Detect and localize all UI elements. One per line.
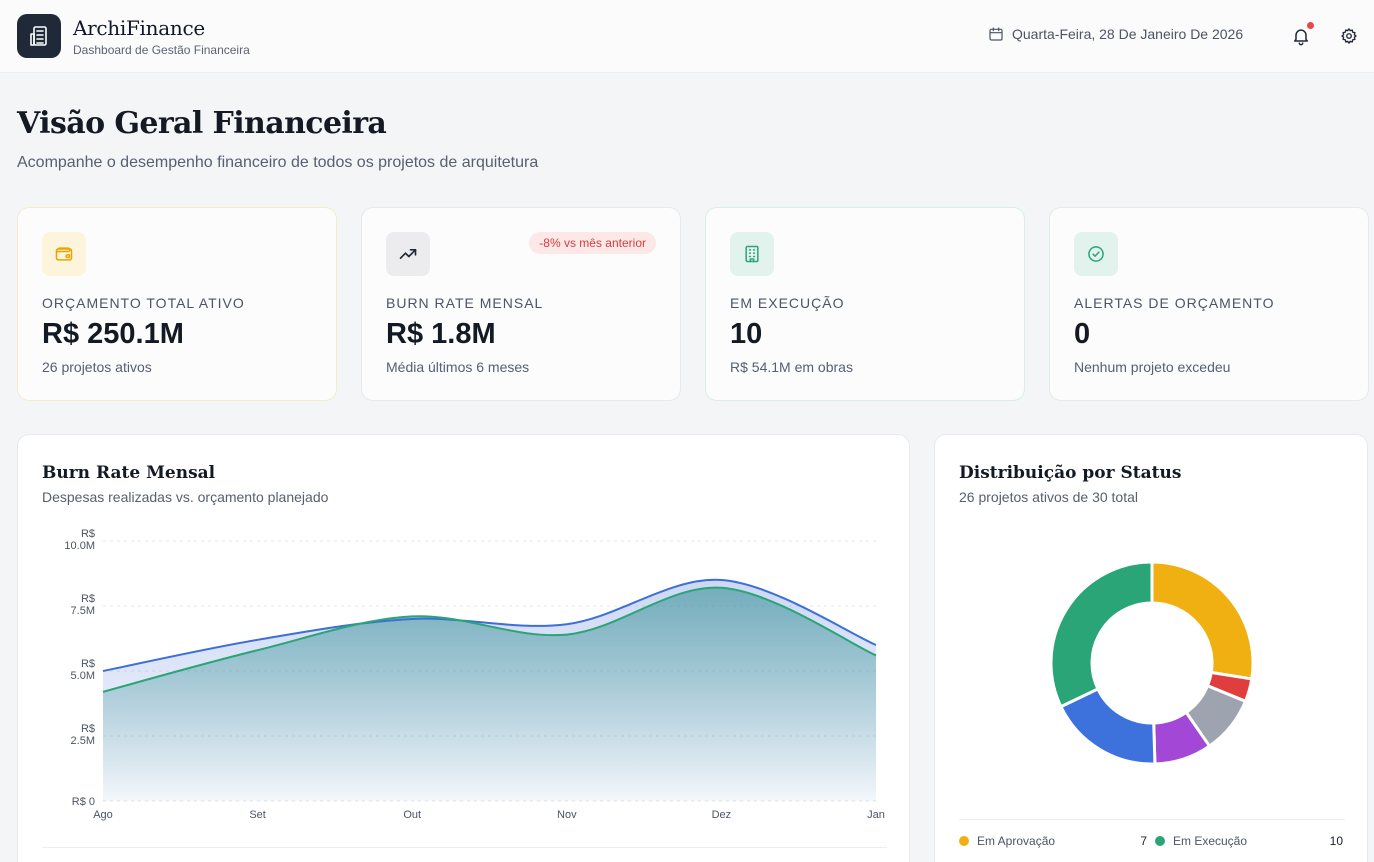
kpi-value: R$ 1.8M <box>386 318 496 350</box>
series-area-actual <box>103 587 876 801</box>
wallet-icon <box>42 232 86 276</box>
panel-subtitle: Despesas realizadas vs. orçamento planej… <box>42 489 329 505</box>
kpi-label: ORÇAMENTO TOTAL ATIVO <box>42 295 245 311</box>
y-tick-label: 2.5M <box>71 735 95 747</box>
kpi-value: 0 <box>1074 318 1091 350</box>
kpi-subtext: Nenhum projeto excedeu <box>1074 359 1231 375</box>
kpi-value: 10 <box>730 318 763 350</box>
x-tick-label: Jan <box>867 809 885 821</box>
series-line-planned <box>102 578 877 672</box>
app-subtitle: Dashboard de Gestão Financeira <box>73 43 250 57</box>
legend-item-execucao[interactable]: Em Execução 10 <box>1155 834 1343 848</box>
kpi-label: EM EXECUÇÃO <box>730 295 845 311</box>
check-circle-icon <box>1074 232 1118 276</box>
bell-icon[interactable] <box>1291 26 1311 46</box>
gear-icon[interactable] <box>1340 27 1358 45</box>
y-tick-label: 10.0M <box>64 540 95 552</box>
y-tick-label: 5.0M <box>71 670 95 682</box>
current-date: Quarta-Feira, 28 De Janeiro De 2026 <box>988 26 1243 42</box>
logo[interactable] <box>17 14 61 58</box>
y-tick-label: R$ 0 <box>72 796 95 808</box>
kpi-card-burn-rate[interactable]: -8% vs mês anterior BURN RATE MENSAL R$ … <box>361 207 681 401</box>
notification-dot <box>1307 22 1314 29</box>
change-badge: -8% vs mês anterior <box>529 232 656 254</box>
x-tick-label: Set <box>249 809 266 821</box>
panel-title: Distribuição por Status <box>959 463 1182 483</box>
x-tick-label: Nov <box>557 809 577 821</box>
page-subtitle: Acompanhe o desempenho financeiro de tod… <box>17 154 539 171</box>
trending-up-icon <box>386 232 430 276</box>
kpi-card-total-budget[interactable]: ORÇAMENTO TOTAL ATIVO R$ 250.1M 26 proje… <box>17 207 337 401</box>
panel-title: Burn Rate Mensal <box>42 463 216 483</box>
legend-label: Em Execução <box>1173 834 1248 848</box>
y-tick-label: R$ <box>81 528 95 540</box>
x-tick-label: Dez <box>712 809 732 821</box>
top-bar: ArchiFinance Dashboard de Gestão Finance… <box>0 0 1374 73</box>
kpi-subtext: Média últimos 6 meses <box>386 359 530 375</box>
legend-count: 10 <box>1329 834 1343 848</box>
panel-subtitle: 26 projetos ativos de 30 total <box>959 489 1139 505</box>
y-tick-label: 7.5M <box>71 605 95 617</box>
legend-count: 7 <box>1140 834 1147 848</box>
kpi-subtext: 26 projetos ativos <box>42 359 152 375</box>
kpi-label: ALERTAS DE ORÇAMENTO <box>1074 295 1275 311</box>
x-tick-label: Ago <box>93 809 113 821</box>
app-title: ArchiFinance <box>73 16 205 40</box>
donut-slice-0 <box>1150 560 1255 681</box>
legend-dot <box>959 836 969 846</box>
calendar-icon <box>989 27 1003 41</box>
kpi-card-budget-alerts[interactable]: ALERTAS DE ORÇAMENTO 0 Nenhum projeto ex… <box>1049 207 1369 401</box>
kpi-card-in-execution[interactable]: EM EXECUÇÃO 10 R$ 54.1M em obras <box>705 207 1025 401</box>
kpi-subtext: R$ 54.1M em obras <box>730 359 853 375</box>
status-panel: Distribuição por Status 26 projetos ativ… <box>934 434 1368 862</box>
kpi-label: BURN RATE MENSAL <box>386 295 544 311</box>
building-icon <box>30 26 47 46</box>
y-tick-label: R$ <box>81 723 95 735</box>
status-donut-chart[interactable] <box>935 435 1369 862</box>
building-icon <box>730 232 774 276</box>
y-tick-label: R$ <box>81 593 95 605</box>
divider <box>42 847 887 848</box>
burn-rate-panel: Burn Rate Mensal Despesas realizadas vs.… <box>17 434 910 862</box>
date-text: Quarta-Feira, 28 De Janeiro De 2026 <box>1012 26 1244 42</box>
y-tick-label: R$ <box>81 658 95 670</box>
legend-dot <box>1155 836 1165 846</box>
legend-label: Em Aprovação <box>977 834 1056 848</box>
x-tick-label: Out <box>403 809 421 821</box>
legend-item-aprovacao[interactable]: Em Aprovação 7 <box>959 834 1147 848</box>
donut-slice-5 <box>1049 560 1154 709</box>
series-line-actual <box>102 586 877 693</box>
kpi-value: R$ 250.1M <box>42 318 184 350</box>
divider <box>959 819 1345 820</box>
page-title: Visão Geral Financeira <box>17 106 387 141</box>
